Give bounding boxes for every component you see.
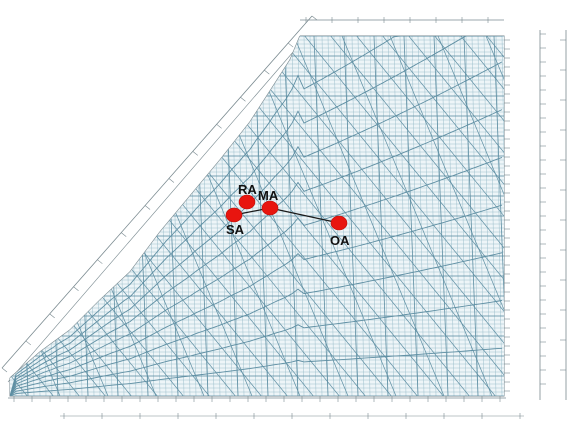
enthalpy-tick <box>311 15 318 21</box>
state-point-oa-marker <box>330 215 348 231</box>
volume-line <box>341 36 493 396</box>
state-point-ma-marker <box>261 200 279 216</box>
chart-scales <box>8 17 567 419</box>
drybulb-major-line <box>13 36 29 396</box>
rh-curve <box>10 252 503 396</box>
wetbulb-line <box>349 36 504 396</box>
drybulb-major-line <box>283 36 299 396</box>
volume-line <box>245 36 397 396</box>
rh-curve <box>10 347 503 396</box>
wetbulb-line <box>245 36 504 396</box>
enthalpy-tick <box>192 151 198 156</box>
enthalpy-tick <box>240 96 246 102</box>
enthalpy-tick <box>97 259 103 264</box>
enthalpy-tick <box>287 42 294 48</box>
rh-curve <box>10 156 503 396</box>
process-line-ma-oa <box>269 207 340 224</box>
enthalpy-tick <box>168 178 175 183</box>
state-point-ma-label: MA <box>258 188 279 203</box>
wetbulb-line <box>271 36 504 396</box>
drybulb-gridline <box>39 36 47 396</box>
rh-curve <box>10 204 503 396</box>
volume-line <box>437 36 504 396</box>
enthalpy-scale-line <box>1 15 313 369</box>
wetbulb-line <box>10 36 139 396</box>
rh-curve <box>10 36 502 396</box>
enthalpy-tick <box>144 205 151 210</box>
volume-line <box>10 36 61 396</box>
wetbulb-line <box>10 36 191 396</box>
enthalpy-tick <box>25 340 32 346</box>
wetbulb-line <box>297 36 504 396</box>
rh-curve <box>10 36 502 396</box>
rh-curve <box>10 61 503 396</box>
drybulb-gridline <box>15 36 23 396</box>
drybulb-gridline <box>10 36 17 396</box>
state-point-sa-label: SA <box>226 222 245 237</box>
drybulb-major-line <box>43 36 59 396</box>
drybulb-gridline <box>27 36 35 396</box>
state-point-ra-marker <box>238 194 256 210</box>
enthalpy-tick <box>264 69 270 75</box>
wetbulb-line <box>10 36 113 396</box>
drybulb-gridline <box>45 36 53 396</box>
volume-line <box>293 36 445 396</box>
enthalpy-tick <box>1 367 8 373</box>
state-point-sa-marker <box>225 207 243 223</box>
enthalpy-tick <box>121 232 127 237</box>
drybulb-major-line <box>373 36 389 396</box>
rh-curve <box>10 109 503 396</box>
wetbulb-line <box>506 0 586 428</box>
drybulb-major-line <box>403 36 419 396</box>
enthalpy-tick <box>73 286 79 292</box>
enthalpy-tick <box>49 313 55 319</box>
wetbulb-line <box>323 36 504 396</box>
drybulb-gridline <box>33 36 41 396</box>
wetbulb-line <box>558 0 586 428</box>
state-point-oa-label: OA <box>330 233 350 248</box>
wetbulb-line <box>375 36 504 396</box>
drybulb-major-line <box>463 36 479 396</box>
drybulb-major-line <box>343 36 359 396</box>
state-points: RA MA SA OA <box>225 182 350 248</box>
wetbulb-line <box>10 36 165 396</box>
wetbulb-line <box>401 36 504 396</box>
rh-curve <box>10 300 503 396</box>
drybulb-major-line <box>493 36 504 396</box>
enthalpy-scale-line-inner <box>7 43 301 383</box>
enthalpy-tick <box>216 124 222 129</box>
state-point-ra-label: RA <box>238 182 257 197</box>
